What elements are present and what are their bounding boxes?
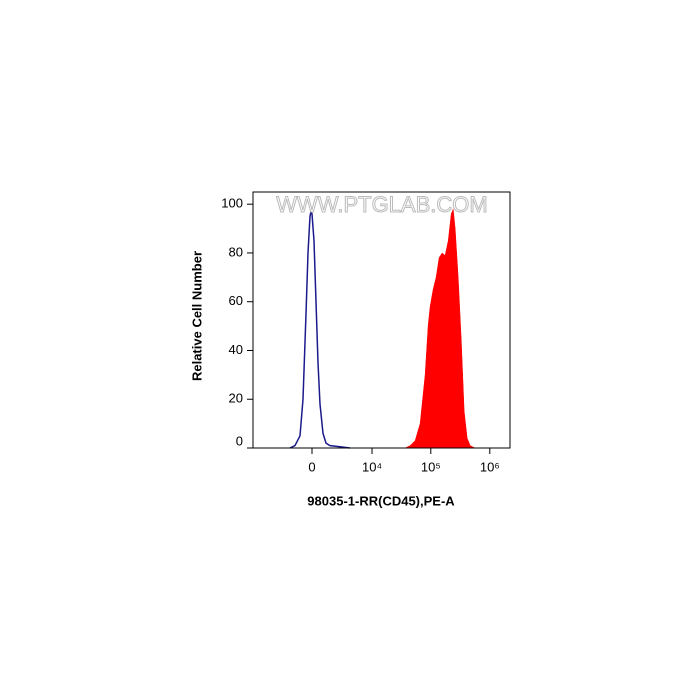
histogram-area	[404, 209, 476, 449]
y-tick-label: 100	[221, 196, 243, 211]
y-tick-label: 40	[229, 342, 243, 357]
plot-frame	[252, 191, 511, 449]
x-tick-label: 10⁵	[421, 459, 441, 474]
x-axis-label: 98035-1-RR(CD45),PE-A	[307, 493, 455, 508]
y-tick-label: 0	[236, 433, 243, 448]
y-tick-label: 60	[229, 293, 243, 308]
x-tick-label: 10⁶	[480, 459, 500, 474]
x-tick-label: 10⁴	[362, 459, 382, 474]
histogram-line	[289, 208, 351, 449]
plot-area	[289, 208, 476, 449]
y-axis-label: Relative Cell Number	[189, 251, 204, 381]
y-tick-label: 20	[229, 391, 243, 406]
watermark: WWW.PTGLAB.COM	[276, 192, 487, 217]
x-tick-label: 0	[308, 459, 315, 474]
y-tick-label: 80	[229, 244, 243, 259]
